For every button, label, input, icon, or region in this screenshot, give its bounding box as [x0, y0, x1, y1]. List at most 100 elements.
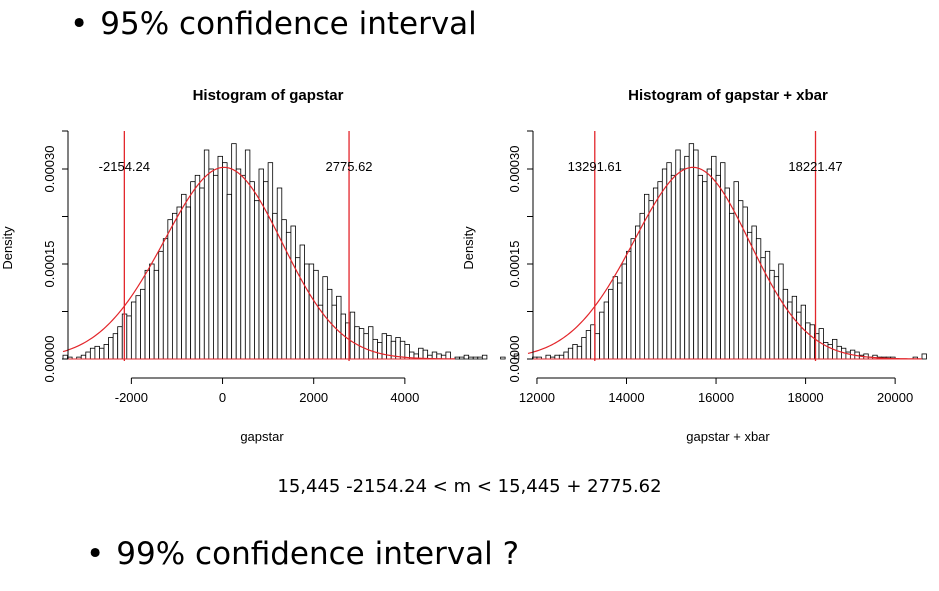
ci-lower-label: -2154.24 [99, 159, 150, 174]
chart-panel-2: Histogram of gapstar + xbar 13291.61 18221… [461, 87, 927, 444]
y-axis-label: Density [461, 226, 476, 270]
histogram-bar [181, 193, 187, 360]
histogram-bar [836, 345, 842, 360]
histogram-bar [222, 162, 228, 360]
y-tick-label: 0.00015 [42, 241, 57, 288]
histogram-bar [272, 212, 278, 360]
histogram-bar [567, 347, 574, 360]
histogram-bar [372, 338, 378, 360]
histogram-bar [621, 263, 627, 360]
chart-panel-1: Histogram of gapstar -2154.24 2775.62 -2000… [0, 87, 520, 444]
histogram-bar [675, 149, 681, 360]
ci-upper-label: 2775.62 [326, 159, 373, 174]
histogram-bar [648, 200, 654, 360]
histogram-bar [791, 295, 798, 360]
histogram-bar [773, 276, 780, 360]
histogram-bar [153, 269, 160, 360]
histogram-bar [472, 356, 479, 360]
histogram-bar [666, 162, 672, 360]
x-tick-label: 14000 [608, 390, 644, 405]
histogram-bar [377, 342, 383, 360]
histogram-bar [418, 347, 424, 360]
x-axis-label: gapstar [240, 429, 284, 444]
histogram-bar [431, 351, 438, 360]
histogram-bar [513, 353, 520, 360]
histogram-bar [167, 219, 173, 360]
histogram-bar [477, 356, 483, 360]
histogram-bar [240, 174, 246, 360]
histogram-bar [267, 162, 274, 360]
histogram-bar [144, 269, 151, 360]
histogram-bar [313, 269, 319, 360]
ci-upper-label: 18221.47 [788, 159, 842, 174]
histogram-bar [213, 174, 219, 360]
histogram-bar [199, 187, 205, 360]
chart-title: Histogram of gapstar [193, 87, 344, 104]
histogram-bar [706, 168, 712, 360]
histogram-bar [724, 187, 730, 360]
y-axis: 0.00000 0.00015 0.00030 [42, 130, 69, 383]
histogram-bar [454, 356, 460, 360]
histogram-bar [729, 212, 735, 360]
histogram-bar [608, 288, 614, 360]
histogram-bar [800, 304, 806, 360]
ci-equation: 15,445 -2154.24 < m < 15,445 + 2775.62 [277, 476, 662, 497]
histogram-bar [558, 354, 565, 360]
histogram-bar [103, 344, 109, 360]
density-curve [527, 166, 923, 360]
x-tick-label: 20000 [877, 390, 913, 405]
histogram-bar [85, 351, 91, 360]
y-tick-label: 0.00030 [507, 146, 522, 193]
histogram-bar [171, 212, 178, 360]
histogram-bar [299, 244, 305, 360]
histogram-bar [603, 301, 609, 360]
x-tick-label: 4000 [390, 390, 419, 405]
histogram-bar [203, 149, 210, 360]
histogram-bar [782, 288, 789, 360]
histogram-bar [290, 225, 296, 360]
density-curve [62, 166, 456, 360]
histogram-bar [612, 276, 618, 360]
histogram-bar [679, 168, 686, 360]
histogram-bar [563, 351, 569, 360]
x-tick-label: 0 [219, 390, 226, 405]
histogram-bar [276, 187, 283, 360]
histogram-bar [62, 354, 68, 360]
histogram-bar [576, 345, 583, 360]
x-tick-label: 12000 [519, 390, 555, 405]
histogram-bar [459, 356, 465, 360]
histogram-bar [80, 354, 87, 360]
histogram-bar [500, 356, 506, 360]
histogram-bar [367, 326, 374, 360]
histogram-bar [594, 333, 601, 360]
histogram-bar [626, 250, 632, 360]
histogram-bar [702, 181, 708, 360]
histogram-bar [684, 155, 690, 360]
histogram-bar [190, 181, 196, 360]
histogram-bar [308, 263, 315, 360]
histogram-bar [746, 231, 753, 360]
histogram-bar [751, 225, 757, 360]
histogram-bar [805, 322, 811, 360]
histogram-bar [670, 174, 677, 360]
y-tick-label: 0.00000 [507, 336, 522, 383]
histogram-bar [733, 181, 739, 360]
bullet-95-ci-text: 95% confidence interval [100, 6, 477, 42]
histogram-bar [688, 143, 695, 360]
histogram-bar [226, 193, 233, 360]
histogram-bar [162, 238, 169, 360]
histogram-bar [921, 353, 927, 360]
histogram-bar [158, 250, 164, 360]
bullet-marker: • [86, 536, 105, 572]
histogram-bar [117, 326, 123, 360]
histogram-bar [258, 168, 264, 360]
histogram-bar [349, 311, 356, 360]
histogram-bar [445, 351, 451, 360]
histogram-bar [249, 181, 255, 360]
histogram-bar [778, 263, 784, 360]
histogram-bar [599, 311, 605, 360]
histogram-bar [135, 295, 141, 360]
histogram-bar [630, 238, 636, 360]
ci-lower-label: 13291.61 [568, 159, 622, 174]
